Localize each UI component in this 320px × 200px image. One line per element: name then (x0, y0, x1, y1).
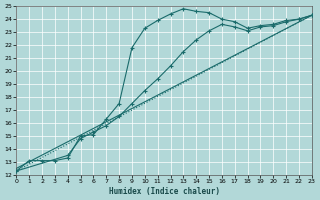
X-axis label: Humidex (Indice chaleur): Humidex (Indice chaleur) (108, 187, 220, 196)
